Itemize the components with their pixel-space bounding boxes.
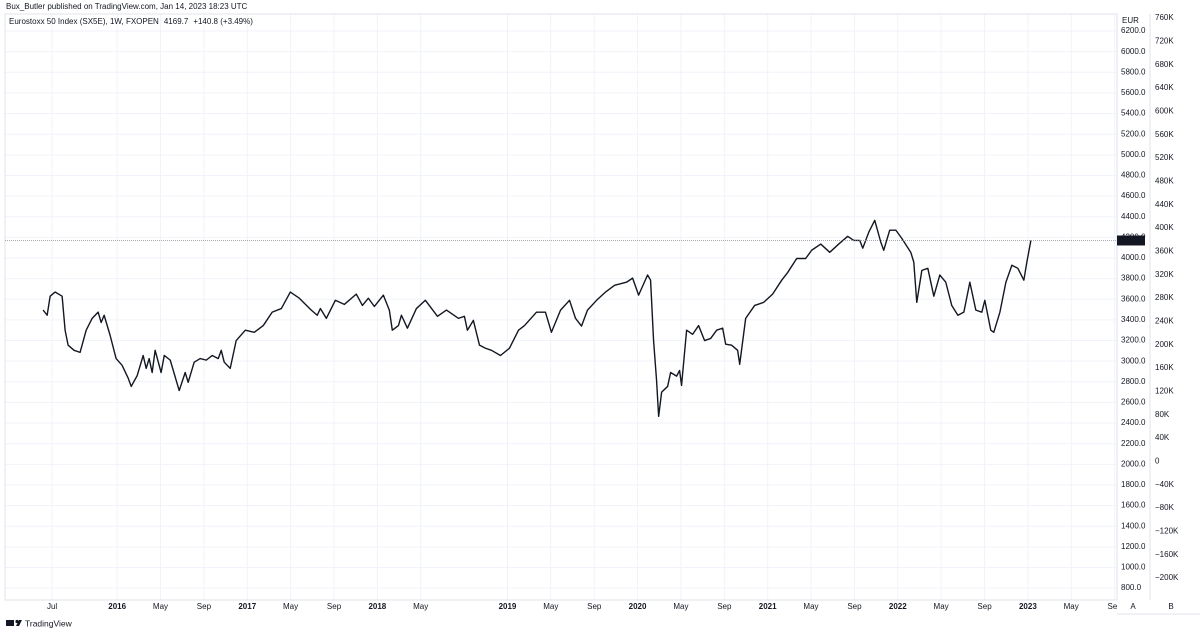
scale-button[interactable]: B bbox=[1168, 602, 1173, 611]
y-tick-label: 3800.0 bbox=[1121, 274, 1146, 283]
x-tick-label: Sep bbox=[327, 602, 342, 611]
brand-name: TradingView bbox=[25, 618, 73, 628]
brand: TradingView bbox=[6, 618, 73, 628]
y2-tick-label: 0 bbox=[1155, 456, 1160, 465]
y-tick-label: 4800.0 bbox=[1121, 171, 1146, 180]
plot bbox=[5, 219, 1117, 418]
y2-tick-label: 680K bbox=[1155, 60, 1174, 69]
scale-button[interactable]: A bbox=[1130, 602, 1136, 611]
y2-tick-label: 440K bbox=[1155, 200, 1174, 209]
y-tick-label: 3200.0 bbox=[1121, 336, 1146, 345]
y-tick-label: 2200.0 bbox=[1121, 439, 1146, 448]
price-line bbox=[42, 219, 1032, 418]
x-tick-label: Sep bbox=[977, 602, 992, 611]
y-tick-label: 5600.0 bbox=[1121, 88, 1146, 97]
y2-tick-label: 640K bbox=[1155, 83, 1174, 92]
y-unit: EUR bbox=[1122, 16, 1139, 25]
y2-tick-label: 80K bbox=[1155, 410, 1170, 419]
x-tick-label: May bbox=[153, 602, 168, 611]
y2-tick-label: −200K bbox=[1155, 573, 1179, 582]
y2-tick-label: 560K bbox=[1155, 130, 1174, 139]
y2-tick-label: 360K bbox=[1155, 246, 1174, 255]
y2-tick-label: 280K bbox=[1155, 293, 1174, 302]
y2-tick-label: 600K bbox=[1155, 106, 1174, 115]
legend-change: +140.8 (+3.49%) bbox=[193, 17, 253, 26]
y-tick-label: 5400.0 bbox=[1121, 109, 1146, 118]
legend-value: 4169.7 bbox=[164, 17, 189, 26]
x-tick-label: May bbox=[803, 602, 818, 611]
x-tick-label: 2022 bbox=[889, 602, 907, 611]
y2-tick-label: −120K bbox=[1155, 526, 1179, 535]
y-tick-label: 3000.0 bbox=[1121, 356, 1146, 365]
y2-tick-label: −40K bbox=[1155, 480, 1175, 489]
x-tick-label: Sep bbox=[197, 602, 212, 611]
y2-tick-label: 760K bbox=[1155, 13, 1174, 22]
y-tick-label: 4000.0 bbox=[1121, 253, 1146, 262]
y-tick-label: 800.0 bbox=[1121, 583, 1142, 592]
y-tick-label: 3400.0 bbox=[1121, 315, 1146, 324]
y-tick-label: 1200.0 bbox=[1121, 542, 1146, 551]
x-tick-label: 2016 bbox=[108, 602, 126, 611]
y-tick-label: 5000.0 bbox=[1121, 150, 1146, 159]
y-tick-label: 1400.0 bbox=[1121, 521, 1146, 530]
y2-tick-label: 160K bbox=[1155, 363, 1174, 372]
y2-tick-label: 520K bbox=[1155, 153, 1174, 162]
x-tick-label: 2019 bbox=[499, 602, 517, 611]
y-tick-label: 5200.0 bbox=[1121, 129, 1146, 138]
legend: Eurostoxx 50 Index (SX5E), 1W, FXOPEN 41… bbox=[9, 17, 253, 26]
y2-tick-label: 120K bbox=[1155, 386, 1174, 395]
y2-tick-label: −160K bbox=[1155, 550, 1179, 559]
x-tick-label: 2020 bbox=[629, 602, 647, 611]
x-tick-label: 2023 bbox=[1019, 602, 1037, 611]
x-tick-label: Sep bbox=[1108, 602, 1123, 611]
y-tick-label: 4400.0 bbox=[1121, 212, 1146, 221]
pane-border bbox=[4, 13, 1118, 601]
axes: 800.0 1000.0 1200.0 1400.0 1600.0 1800.0 2000.… bbox=[1117, 13, 1179, 592]
x-axis: Jul 2016 May Sep 2017 May Sep 2018 May 2019 May Sep… bbox=[47, 602, 1123, 611]
brand-logo bbox=[16, 620, 22, 626]
byline: Bux_Butler published on TradingView.com,… bbox=[6, 2, 248, 11]
y2-tick-label: 720K bbox=[1155, 36, 1174, 45]
y-tick-label: 2400.0 bbox=[1121, 418, 1146, 427]
y2-tick-label: 320K bbox=[1155, 270, 1174, 279]
y2-tick-label: 480K bbox=[1155, 176, 1174, 185]
y-tick-label: 3600.0 bbox=[1121, 294, 1146, 303]
x-tick-label: Sep bbox=[587, 602, 602, 611]
y2-tick-label: −80K bbox=[1155, 503, 1175, 512]
x-tick-label: May bbox=[543, 602, 558, 611]
y-tick-label: 2800.0 bbox=[1121, 377, 1146, 386]
grid bbox=[5, 14, 1117, 600]
y2-tick-label: 400K bbox=[1155, 223, 1174, 232]
y2-tick-label: 200K bbox=[1155, 340, 1174, 349]
x-tick-label: May bbox=[413, 602, 428, 611]
x-tick-label: May bbox=[673, 602, 688, 611]
y-tick-label: 2600.0 bbox=[1121, 398, 1146, 407]
y-tick-label: 1600.0 bbox=[1121, 501, 1146, 510]
y2-tick-label: 240K bbox=[1155, 316, 1174, 325]
legend-series: Eurostoxx 50 Index (SX5E), 1W, FXOPEN bbox=[9, 17, 159, 26]
brand-logo bbox=[6, 620, 14, 626]
x-tick-label: May bbox=[283, 602, 298, 611]
y-tick-label: 1800.0 bbox=[1121, 480, 1146, 489]
y-tick-label: 2000.0 bbox=[1121, 459, 1146, 468]
y2-tick-label: 40K bbox=[1155, 433, 1170, 442]
last-price-box bbox=[1117, 235, 1145, 246]
y-tick-label: 4600.0 bbox=[1121, 191, 1146, 200]
y-tick-label: 6200.0 bbox=[1121, 26, 1146, 35]
x-tick-label: Jul bbox=[47, 602, 57, 611]
brand-logo bbox=[15, 619, 19, 624]
x-tick-label: May bbox=[1064, 602, 1079, 611]
x-tick-label: May bbox=[934, 602, 949, 611]
x-tick-label: 2021 bbox=[759, 602, 777, 611]
y-tick-label: 5800.0 bbox=[1121, 67, 1146, 76]
last-price-label: 4169.7 bbox=[1121, 236, 1146, 245]
y-tick-label: 6000.0 bbox=[1121, 47, 1146, 56]
y-tick-label: 1000.0 bbox=[1121, 563, 1146, 572]
x-tick-label: Sep bbox=[847, 602, 862, 611]
x-tick-label: 2017 bbox=[238, 602, 256, 611]
x-tick-label: 2018 bbox=[368, 602, 386, 611]
x-tick-label: Sep bbox=[717, 602, 732, 611]
